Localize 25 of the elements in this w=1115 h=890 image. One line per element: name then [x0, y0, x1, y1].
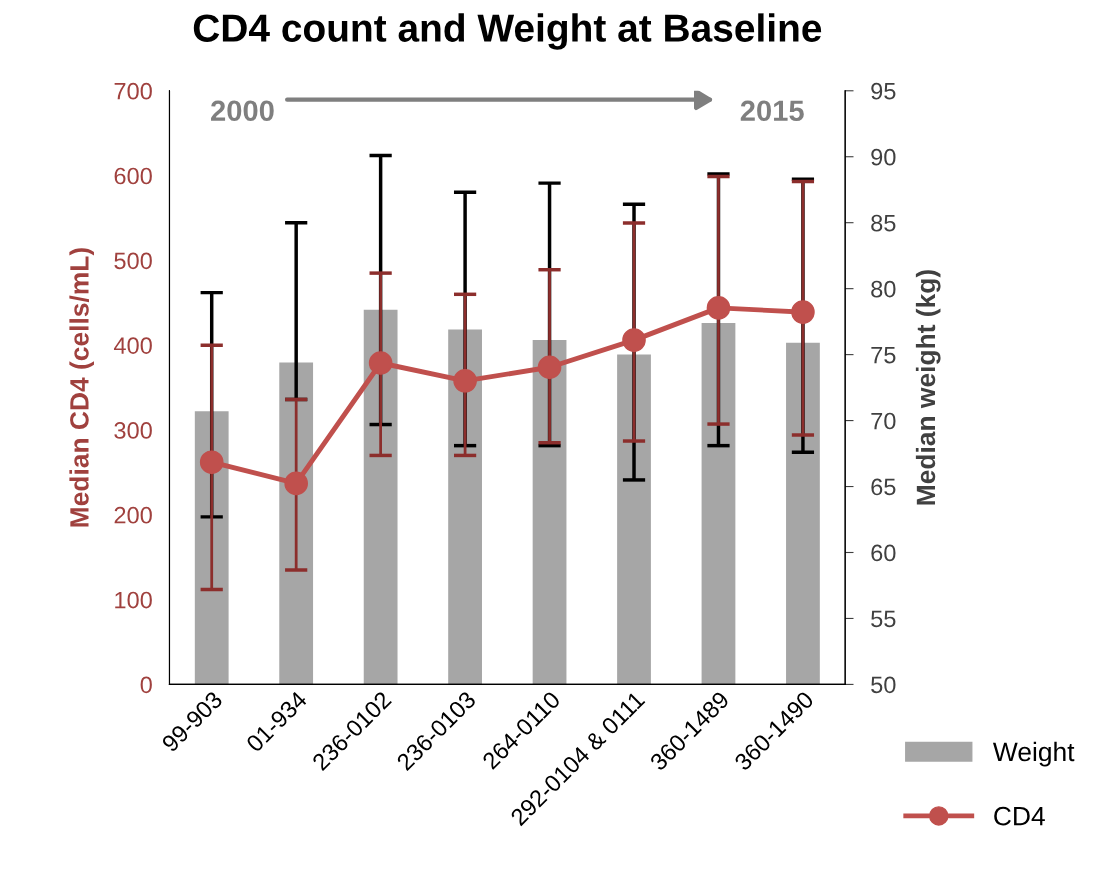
y-tick-label: 300	[114, 422, 152, 439]
legend-label: CD4	[994, 806, 1045, 826]
annotation: 2015	[740, 100, 804, 122]
y2-axis-title: Median weight (kg)	[915, 270, 941, 505]
y-tick-label: 400	[113, 337, 152, 354]
y2-tick-label: 75	[871, 346, 896, 364]
y-tick-label: 100	[115, 591, 152, 609]
legend-label: Weight	[992, 741, 1075, 767]
y2-tick-label: 70	[871, 412, 896, 430]
y-tick-label: 700	[114, 82, 152, 100]
y-tick-label: 200	[114, 506, 152, 524]
y2-tick-label: 55	[871, 610, 896, 628]
y2-tick-label: 85	[871, 214, 896, 232]
y-tick-label: 500	[114, 252, 152, 270]
y2-tick-label: 60	[871, 544, 896, 562]
y-axis-title: Median CD4 (cells/mL)	[69, 248, 94, 527]
y2-tick-label: 95	[871, 82, 896, 100]
y-tick-label: 600	[114, 167, 152, 185]
y2-tick-label: 65	[871, 478, 896, 496]
y2-tick-label: 80	[871, 280, 896, 298]
y2-tick-label: 90	[871, 148, 896, 166]
y2-tick-label: 50	[871, 676, 896, 694]
y-tick-label: 0	[140, 676, 152, 694]
chart-title: CD4 count and Weight at Baseline	[193, 13, 822, 50]
annotation: 2000	[211, 100, 274, 122]
